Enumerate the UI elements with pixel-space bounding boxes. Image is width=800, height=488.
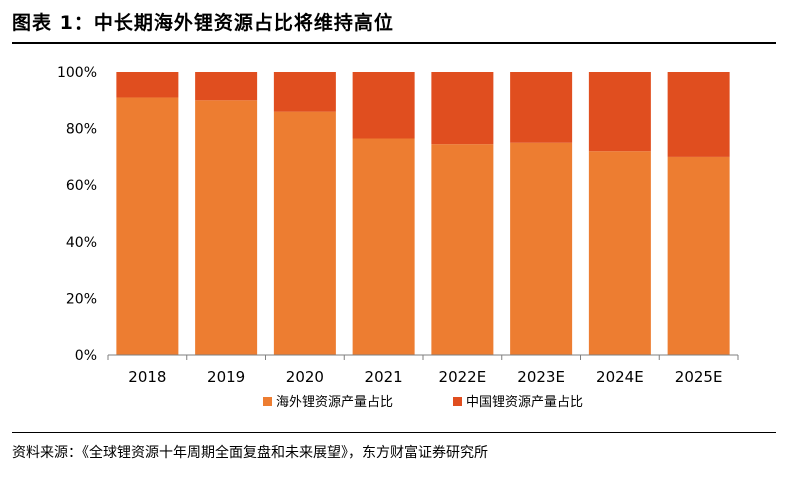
legend-label: 海外锂资源产量占比 (276, 395, 393, 410)
bar-segment-china (195, 72, 258, 101)
title-divider (12, 42, 776, 44)
x-tick-label: 2025E (675, 368, 723, 386)
x-tick-label: 2021 (365, 368, 403, 386)
bar-segment-overseas (116, 97, 179, 355)
y-tick-label: 100% (57, 65, 97, 81)
bar-segment-china (273, 72, 336, 112)
legend-label: 中国锂资源产量占比 (466, 395, 583, 410)
x-tick-label: 2019 (207, 368, 245, 386)
x-tick-label: 2022E (439, 368, 487, 386)
bar-segment-overseas (510, 142, 573, 355)
source-note: 资料来源：《全球锂资源十年周期全面复盘和未来展望》，东方财富证券研究所 (12, 445, 488, 461)
legend-swatch (453, 397, 462, 406)
bar-segment-china (588, 72, 651, 152)
source-divider (12, 432, 776, 433)
y-axis: 0% 20% 40% 60% 80% 100% (57, 65, 97, 364)
bar-segment-overseas (588, 151, 651, 355)
x-tick-label: 2024E (596, 368, 644, 386)
bar-segment-china (352, 72, 415, 139)
bar-segment-china (116, 72, 179, 98)
bar-segment-overseas (352, 138, 415, 355)
y-tick-label: 60% (66, 178, 97, 194)
bar-segment-china (510, 72, 573, 143)
bar-segment-overseas (195, 100, 258, 355)
bar-segment-overseas (667, 156, 730, 355)
stacked-bar-chart: 0% 20% 40% 60% 80% 100% 2018 2019 2020 2021 2022E… (57, 65, 739, 410)
x-tick-label: 2023E (517, 368, 565, 386)
bar-segment-overseas (273, 111, 336, 356)
x-tick-label: 2020 (286, 368, 324, 386)
legend-swatch (263, 397, 272, 406)
x-axis: 2018 2019 2020 2021 2022E 2023E 2024E 2025E (107, 354, 739, 386)
bars (116, 72, 730, 356)
x-tick-label: 2018 (128, 368, 166, 386)
y-tick-label: 80% (66, 122, 97, 138)
y-tick-label: 0% (75, 348, 97, 364)
y-tick-label: 20% (66, 291, 97, 307)
legend: 海外锂资源产量占比 中国锂资源产量占比 (263, 395, 583, 410)
chart-title: 图表 1：中长期海外锂资源占比将维持高位 (12, 12, 394, 34)
bar-segment-china (431, 72, 494, 145)
y-tick-label: 40% (66, 235, 97, 251)
bar-segment-china (667, 72, 730, 157)
bar-segment-overseas (431, 144, 494, 355)
